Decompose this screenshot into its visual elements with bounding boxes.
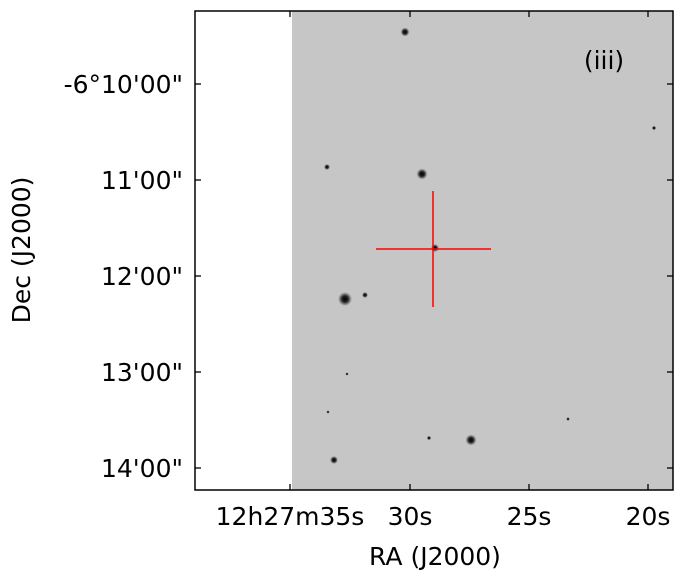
panel-label: (iii): [584, 46, 624, 75]
y-tick-label: 12'00": [101, 262, 183, 291]
star: [431, 244, 439, 252]
star: [324, 164, 330, 170]
y-tick-label: 13'00": [101, 358, 183, 387]
x-tick-label: 30s: [388, 502, 433, 531]
star: [330, 456, 338, 464]
y-tick-label: 14'00": [101, 454, 183, 483]
star: [651, 125, 657, 131]
star: [326, 410, 330, 414]
y-tick-label: -6°10'00": [64, 70, 183, 99]
stars: [324, 27, 657, 464]
star: [465, 434, 477, 446]
star: [426, 435, 432, 441]
sky-background: [292, 11, 673, 490]
sky-image: [195, 11, 673, 490]
x-tick-label: 20s: [626, 502, 671, 531]
target-crosshair: [376, 191, 491, 307]
y-axis-title: Dec (J2000): [7, 177, 36, 324]
x-axis-title: RA (J2000): [369, 542, 501, 571]
x-tick-label: 12h27m35s: [216, 502, 365, 531]
y-tick-label: 11'00": [101, 166, 183, 195]
x-tick-label: 25s: [507, 502, 552, 531]
star: [416, 168, 428, 180]
star: [338, 292, 352, 306]
star: [362, 292, 368, 298]
star: [400, 27, 410, 37]
plot-frame: [194, 10, 674, 491]
no-data-region: [195, 11, 292, 490]
tick-marks: [195, 11, 673, 490]
star: [345, 372, 349, 376]
star: [566, 417, 570, 421]
